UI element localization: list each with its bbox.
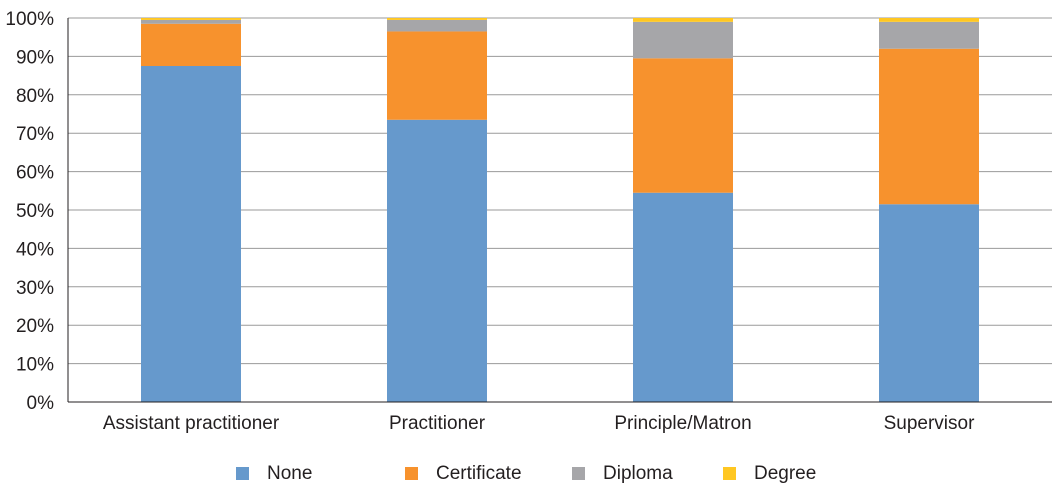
bar-certificate-3 xyxy=(879,48,979,205)
y-tick-label: 10% xyxy=(16,355,54,376)
x-category-label: Practitioner xyxy=(389,413,486,434)
bar-certificate-1 xyxy=(387,31,487,120)
bar-degree-0 xyxy=(141,18,241,20)
y-tick-label: 100% xyxy=(5,9,54,30)
bars xyxy=(141,18,979,402)
x-category-label: Principle/Matron xyxy=(614,413,751,434)
legend-label: Degree xyxy=(754,463,816,484)
bar-none-2 xyxy=(633,192,733,402)
y-tick-label: 0% xyxy=(27,393,55,414)
y-tick-label: 20% xyxy=(16,316,54,337)
legend-swatch-certificate xyxy=(405,467,418,480)
bar-none-0 xyxy=(141,66,241,402)
y-tick-label: 50% xyxy=(16,201,54,222)
legend-swatch-degree xyxy=(723,467,736,480)
bar-degree-1 xyxy=(387,18,487,20)
legend-swatch-none xyxy=(236,467,249,480)
legend-swatch-diploma xyxy=(572,467,585,480)
legend-label: Certificate xyxy=(436,463,522,484)
bar-certificate-2 xyxy=(633,58,733,193)
legend-label: Diploma xyxy=(603,463,673,484)
y-tick-label: 60% xyxy=(16,163,54,184)
legend: None Certificate Diploma Degree xyxy=(236,463,816,484)
legend-label: None xyxy=(267,463,312,484)
bar-none-1 xyxy=(387,119,487,402)
bar-none-3 xyxy=(879,204,979,402)
bar-diploma-0 xyxy=(141,19,241,24)
y-tick-label: 80% xyxy=(16,86,54,107)
axes xyxy=(67,18,1052,403)
y-tick-label: 40% xyxy=(16,239,54,260)
bar-diploma-2 xyxy=(633,21,733,59)
y-axis-ticks: 0% 10% 20% 30% 40% 50% 60% 70% 80% 90% 100% xyxy=(5,9,54,414)
x-category-label: Supervisor xyxy=(884,413,975,434)
bar-certificate-0 xyxy=(141,23,241,66)
y-tick-label: 90% xyxy=(16,47,54,68)
bar-diploma-1 xyxy=(387,19,487,32)
bar-degree-3 xyxy=(879,18,979,22)
x-category-label: Assistant practitioner xyxy=(103,413,280,434)
y-tick-label: 70% xyxy=(16,124,54,145)
x-axis-labels: Assistant practitioner Practitioner Princi… xyxy=(103,413,975,434)
bar-degree-2 xyxy=(633,18,733,22)
y-tick-label: 30% xyxy=(16,278,54,299)
bar-diploma-3 xyxy=(879,21,979,49)
